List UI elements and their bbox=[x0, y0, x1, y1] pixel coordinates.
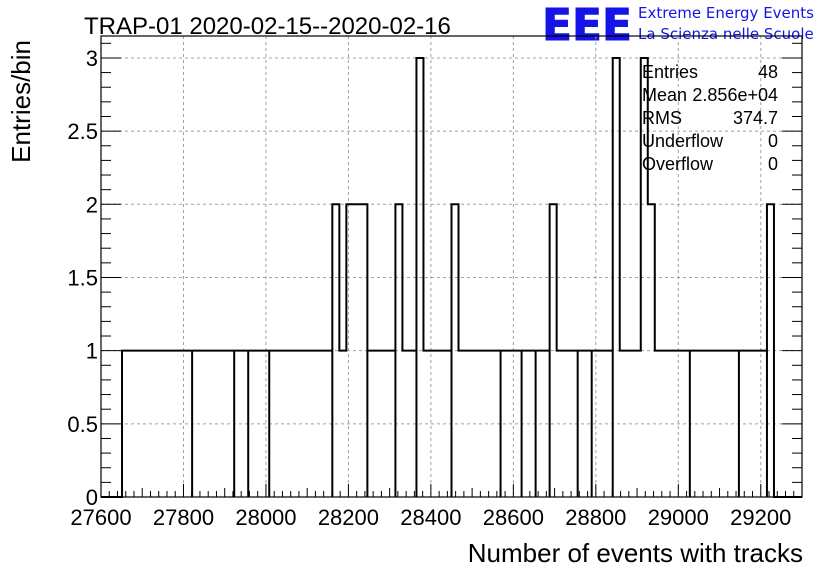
stats-value: 374.7 bbox=[733, 108, 778, 128]
x-tick-label: 28800 bbox=[565, 505, 626, 530]
stats-value: 0 bbox=[768, 154, 778, 174]
y-axis-label: Entries/bin bbox=[6, 40, 36, 163]
stats-label: Overflow bbox=[642, 154, 714, 174]
eee-logo-line2: La Scienza nelle Scuole bbox=[638, 25, 814, 43]
eee-logo-mark: EEE bbox=[542, 0, 632, 51]
x-tick-label: 28400 bbox=[400, 505, 461, 530]
x-tick-label: 29000 bbox=[648, 505, 709, 530]
y-tick-label: 1.5 bbox=[67, 265, 98, 290]
x-tick-label: 28600 bbox=[483, 505, 544, 530]
x-tick-labels: 27600 27800 28000 28200 28400 28600 28800 29000… bbox=[70, 505, 791, 530]
stats-label: RMS bbox=[642, 108, 682, 128]
x-tick-label: 28200 bbox=[318, 505, 379, 530]
y-tick-label: 2 bbox=[86, 192, 98, 217]
y-tick-label: 3 bbox=[86, 46, 98, 71]
plot-frame bbox=[100, 35, 803, 498]
stats-value: 2.856e+04 bbox=[692, 85, 778, 105]
y-tick-label: 1 bbox=[86, 339, 98, 364]
stats-value: 0 bbox=[768, 131, 778, 151]
stats-label: Underflow bbox=[642, 131, 724, 151]
eee-logo-line1: Extreme Energy Events bbox=[638, 4, 814, 22]
y-tick-labels: 0 0.5 1 1.5 2 2.5 3 bbox=[67, 46, 98, 510]
x-tick-label: 27800 bbox=[153, 505, 214, 530]
stats-value: 48 bbox=[758, 62, 778, 82]
axis-ticks bbox=[100, 42, 803, 498]
y-tick-label: 0 bbox=[86, 485, 98, 510]
y-tick-label: 2.5 bbox=[67, 119, 98, 144]
x-tick-label: 27600 bbox=[70, 505, 131, 530]
eee-logo: EEE Extreme Energy Events La Scienza nel… bbox=[542, 0, 815, 52]
y-tick-label: 0.5 bbox=[67, 412, 98, 437]
x-tick-label: 29200 bbox=[730, 505, 791, 530]
stats-box: Entries 48 Mean 2.856e+04 RMS 374.7 Underflow 0… bbox=[642, 62, 778, 174]
x-tick-label: 28000 bbox=[235, 505, 296, 530]
stats-label: Entries bbox=[642, 62, 698, 82]
x-axis-label: Number of events with tracks bbox=[468, 538, 803, 568]
stats-label: Mean bbox=[642, 85, 687, 105]
histogram-outline bbox=[101, 56, 802, 498]
